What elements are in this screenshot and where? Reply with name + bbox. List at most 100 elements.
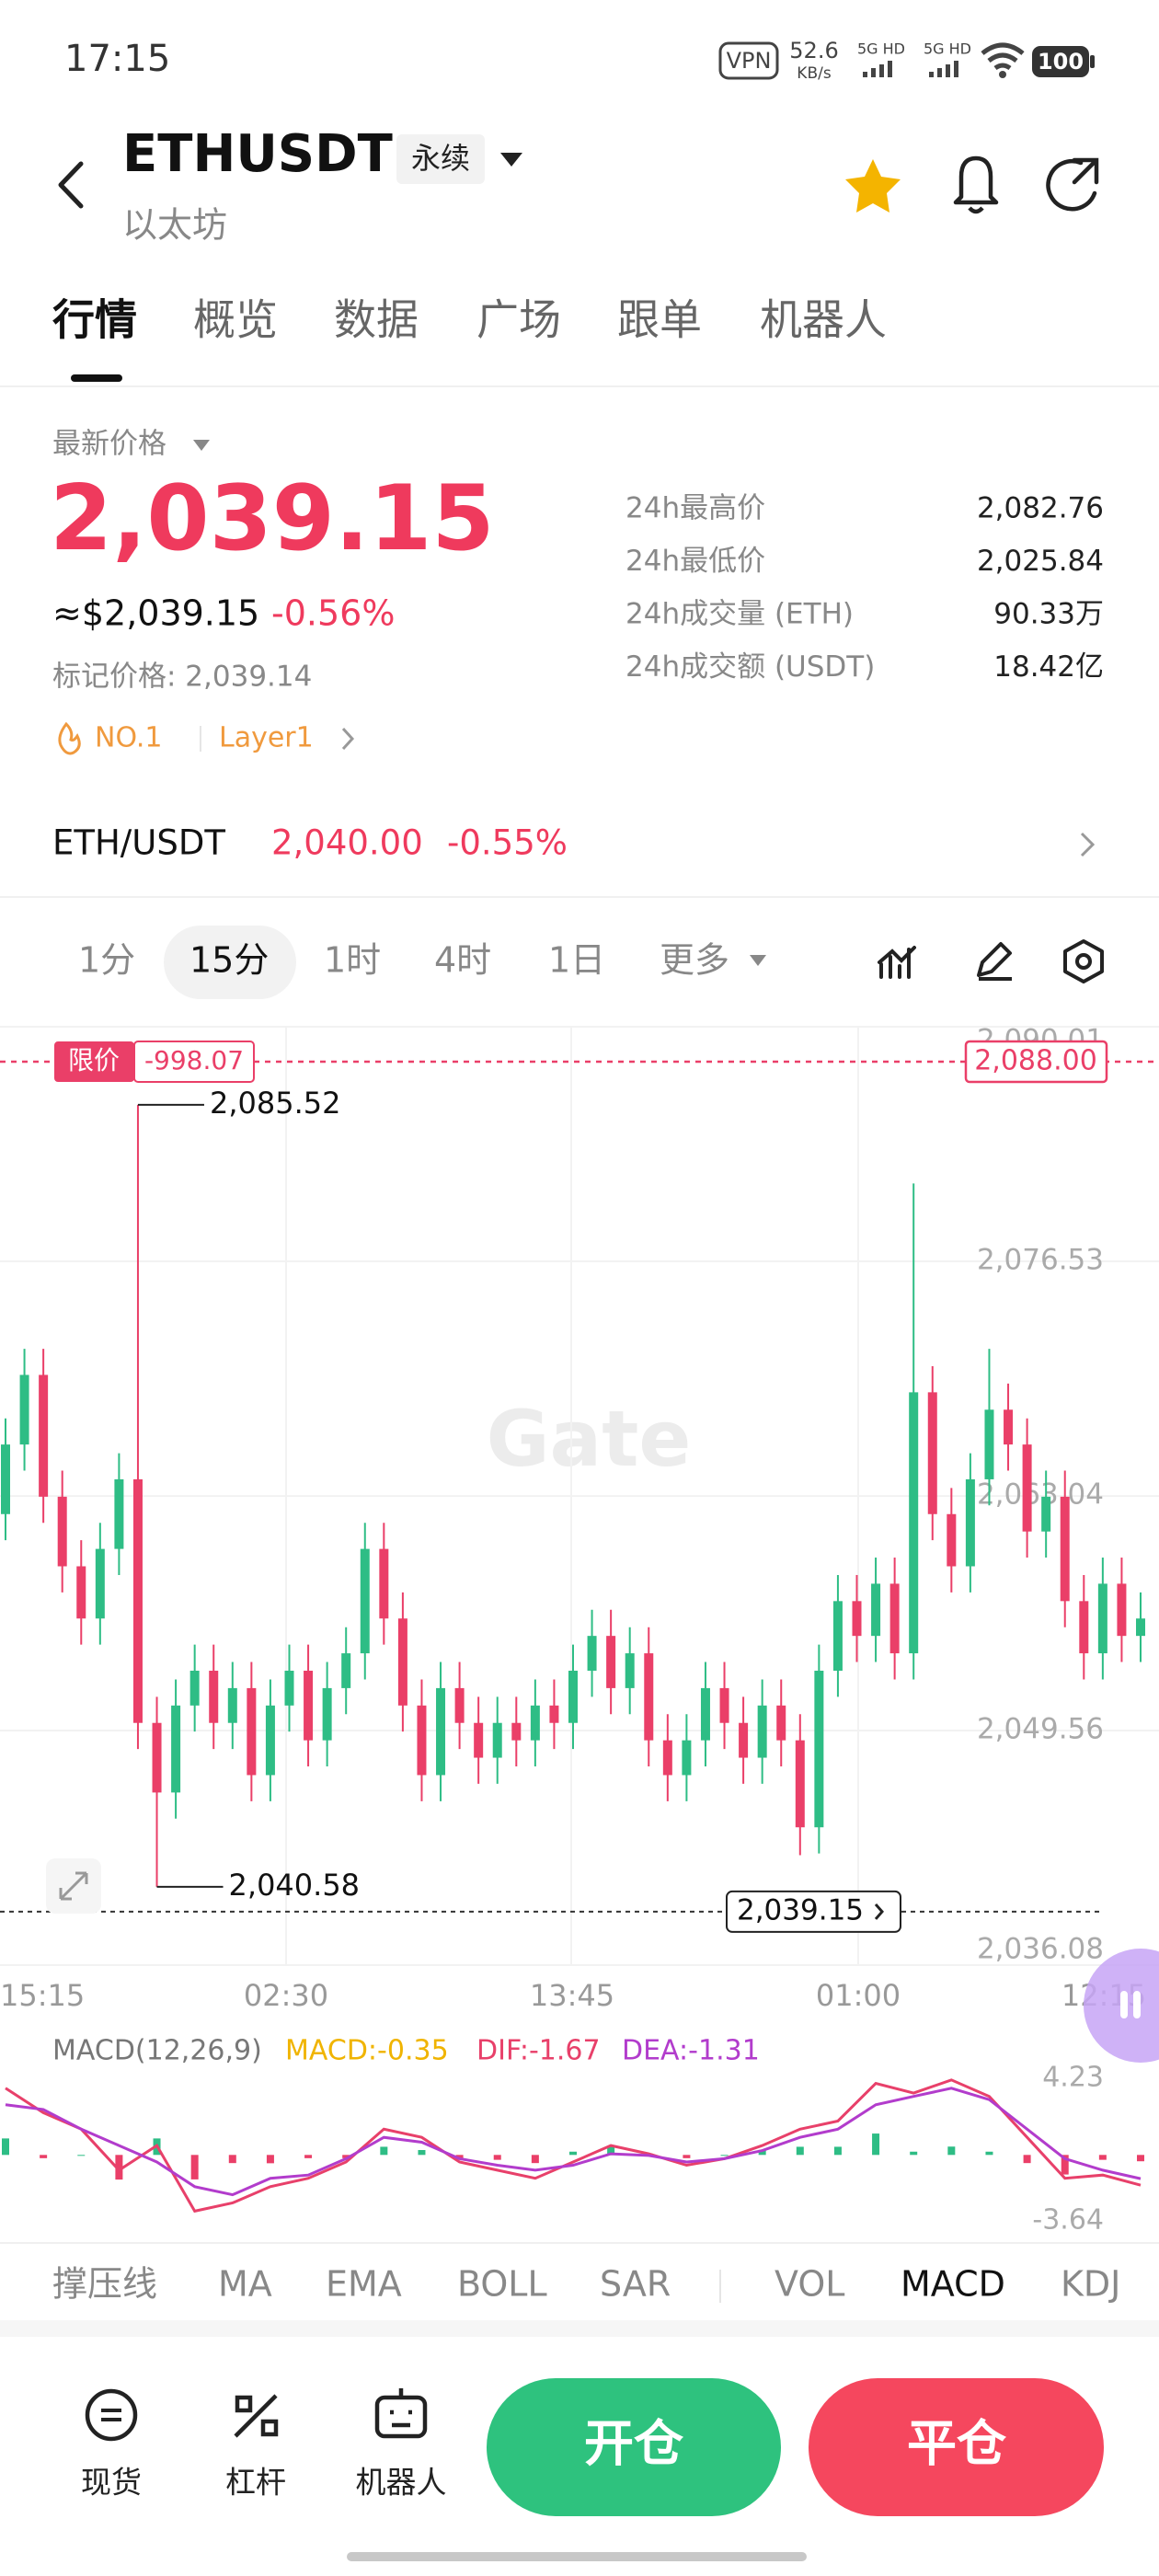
- indicator-tab[interactable]: 撑压线: [52, 2264, 157, 2305]
- indicator-tab[interactable]: MACD: [901, 2264, 1005, 2305]
- bottom-bar: 现货 杠杆 机器人 开仓 平仓: [81, 2378, 1104, 2516]
- macd-tick-label: 4.23: [1042, 2062, 1104, 2094]
- back-button[interactable]: [58, 161, 84, 209]
- dif-line: [5, 2078, 1142, 2214]
- price-label: 最新价格: [52, 428, 166, 461]
- low-marker-label: 2,040.58: [229, 1868, 360, 1903]
- candle-body: [247, 1687, 257, 1776]
- stat-value: 90.33万: [993, 598, 1104, 631]
- candle-body: [965, 1478, 975, 1567]
- candle-body: [417, 1705, 427, 1776]
- sector-tag[interactable]: Layer1: [219, 722, 314, 754]
- candle-body: [57, 1496, 67, 1567]
- interval[interactable]: 1日: [548, 940, 605, 981]
- chart-tools: [878, 939, 1104, 983]
- interval[interactable]: 1分: [78, 940, 135, 981]
- candle-body: [909, 1392, 919, 1654]
- interval[interactable]: 更多: [660, 940, 729, 981]
- battery-level: 100: [1038, 49, 1084, 75]
- candle-body: [889, 1583, 900, 1654]
- candle-body: [984, 1409, 994, 1479]
- wifi-icon: [981, 42, 1025, 71]
- candle-body: [739, 1722, 749, 1758]
- chevron: [341, 727, 355, 751]
- vpn-label: VPN: [727, 48, 772, 74]
- candlestick-chart: 2,090.012,076.532,063.042,049.562,036.08…: [0, 1024, 1159, 2013]
- macd-bar: [758, 2149, 766, 2156]
- candle-body: [530, 1705, 540, 1741]
- stat-value: 2,025.84: [977, 545, 1104, 578]
- macd-title: MACD(12,26,9): [52, 2035, 262, 2067]
- macd-bar: [796, 2146, 804, 2156]
- stat-label: 24h最低价: [625, 545, 765, 578]
- tab[interactable]: 跟单: [617, 295, 702, 345]
- limit-tag-bg[interactable]: [54, 1041, 134, 1083]
- interval[interactable]: 1时: [324, 940, 381, 981]
- dropdown-arrow[interactable]: [193, 440, 210, 451]
- indicator-tab[interactable]: MA: [218, 2264, 272, 2305]
- indicator-tab[interactable]: BOLL: [457, 2264, 547, 2305]
- candle-body: [568, 1670, 578, 1723]
- indicator-tab[interactable]: VOL: [775, 2264, 844, 2305]
- spot-pair: ETH/USDT: [52, 823, 225, 863]
- spot-row[interactable]: ETH/USDT 2,040.00 -0.55%: [52, 823, 1096, 863]
- favorite-star[interactable]: [845, 159, 901, 213]
- candle-body: [19, 1374, 29, 1445]
- signal-label: 5G HD: [857, 40, 905, 58]
- macd-value: MACD:-0.35: [285, 2035, 449, 2067]
- candle-body: [1079, 1601, 1089, 1654]
- x-tick-label: 01:00: [816, 1978, 901, 2013]
- dea-line: [5, 2087, 1142, 2197]
- macd-bar: [683, 2155, 691, 2158]
- nav-margin[interactable]: 杠杆: [225, 2465, 286, 2501]
- contract-tag[interactable]: [396, 134, 485, 184]
- signal-bars: [863, 61, 892, 77]
- status-bar: 17:15 VPN 52.6 KB/s 5G HD 5G HD 100: [64, 38, 1095, 83]
- rank-tag[interactable]: NO.1: [95, 722, 162, 754]
- tab[interactable]: 数据: [334, 295, 419, 345]
- draw-tool[interactable]: [977, 942, 1012, 981]
- hot-icon: [58, 721, 81, 755]
- bot-icon-face: [390, 2388, 412, 2428]
- home-indicator: [347, 2552, 807, 2561]
- last-price-box[interactable]: [726, 1890, 901, 1933]
- candle-body: [776, 1705, 786, 1741]
- candle-body: [719, 1687, 729, 1723]
- tab[interactable]: 机器人: [760, 295, 887, 345]
- indicator-tool[interactable]: [878, 946, 916, 979]
- dropdown-arrow[interactable]: [500, 153, 522, 167]
- header: ETHUSDT 永续 以太坊: [58, 124, 1099, 246]
- dropdown-arrow[interactable]: [750, 955, 766, 966]
- alert-bell[interactable]: [953, 155, 999, 214]
- candle-body: [1097, 1583, 1107, 1654]
- open-button[interactable]: [487, 2378, 781, 2516]
- candle-body: [189, 1670, 200, 1706]
- mark-price: 标记价格: 2,039.14: [52, 661, 312, 694]
- spot-change: -0.55%: [447, 823, 568, 863]
- limit-tag: 限价: [68, 1045, 120, 1075]
- interval-bar: 1分 15分 1时 4时 1日 更多: [78, 940, 729, 981]
- indicator-tab[interactable]: SAR: [600, 2264, 671, 2305]
- settings-tool[interactable]: [1063, 939, 1104, 983]
- nav-bot[interactable]: 机器人: [356, 2465, 447, 2501]
- macd-bar: [40, 2155, 48, 2158]
- watermark: Gate: [487, 1394, 692, 1484]
- tab[interactable]: 广场: [476, 295, 561, 345]
- candle-body: [852, 1601, 862, 1637]
- indicator-tab[interactable]: EMA: [326, 2264, 402, 2305]
- interval[interactable]: 4时: [434, 940, 491, 981]
- dea-value: DEA:-1.31: [622, 2035, 760, 2067]
- macd-bar: [115, 2155, 123, 2180]
- interval[interactable]: 15分: [189, 940, 269, 981]
- x-tick-label: 15:15: [0, 1978, 85, 2013]
- tab-bar: 行情 概览 数据 广场 跟单 机器人: [52, 295, 887, 345]
- close-button[interactable]: [809, 2378, 1104, 2516]
- indicator-tab[interactable]: KDJ: [1061, 2264, 1120, 2305]
- tab[interactable]: 行情: [52, 295, 137, 345]
- nav-spot[interactable]: 现货: [81, 2465, 142, 2501]
- candle-body: [927, 1392, 937, 1514]
- share-button[interactable]: [1046, 157, 1099, 212]
- tab[interactable]: 概览: [193, 295, 278, 345]
